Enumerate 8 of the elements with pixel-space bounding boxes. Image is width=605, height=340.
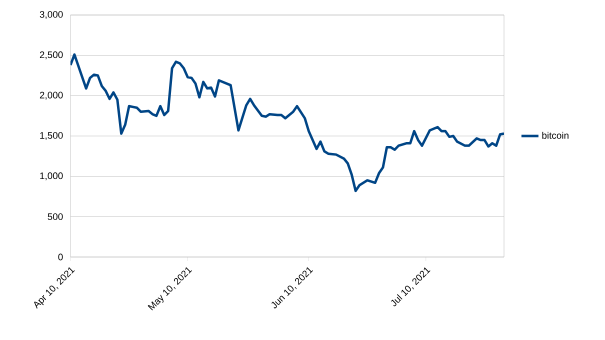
y-tick-label: 1,000 [40, 172, 63, 180]
y-tick-label: 3,000 [40, 11, 63, 19]
legend-label: bitcoin [542, 132, 568, 139]
y-tick-label: 500 [48, 213, 63, 220]
y-tick-label: 1,500 [40, 132, 63, 140]
y-tick-label: 2,500 [40, 51, 63, 60]
y-tick-label: 0 [58, 254, 63, 260]
y-tick-label: 2,000 [40, 92, 63, 100]
